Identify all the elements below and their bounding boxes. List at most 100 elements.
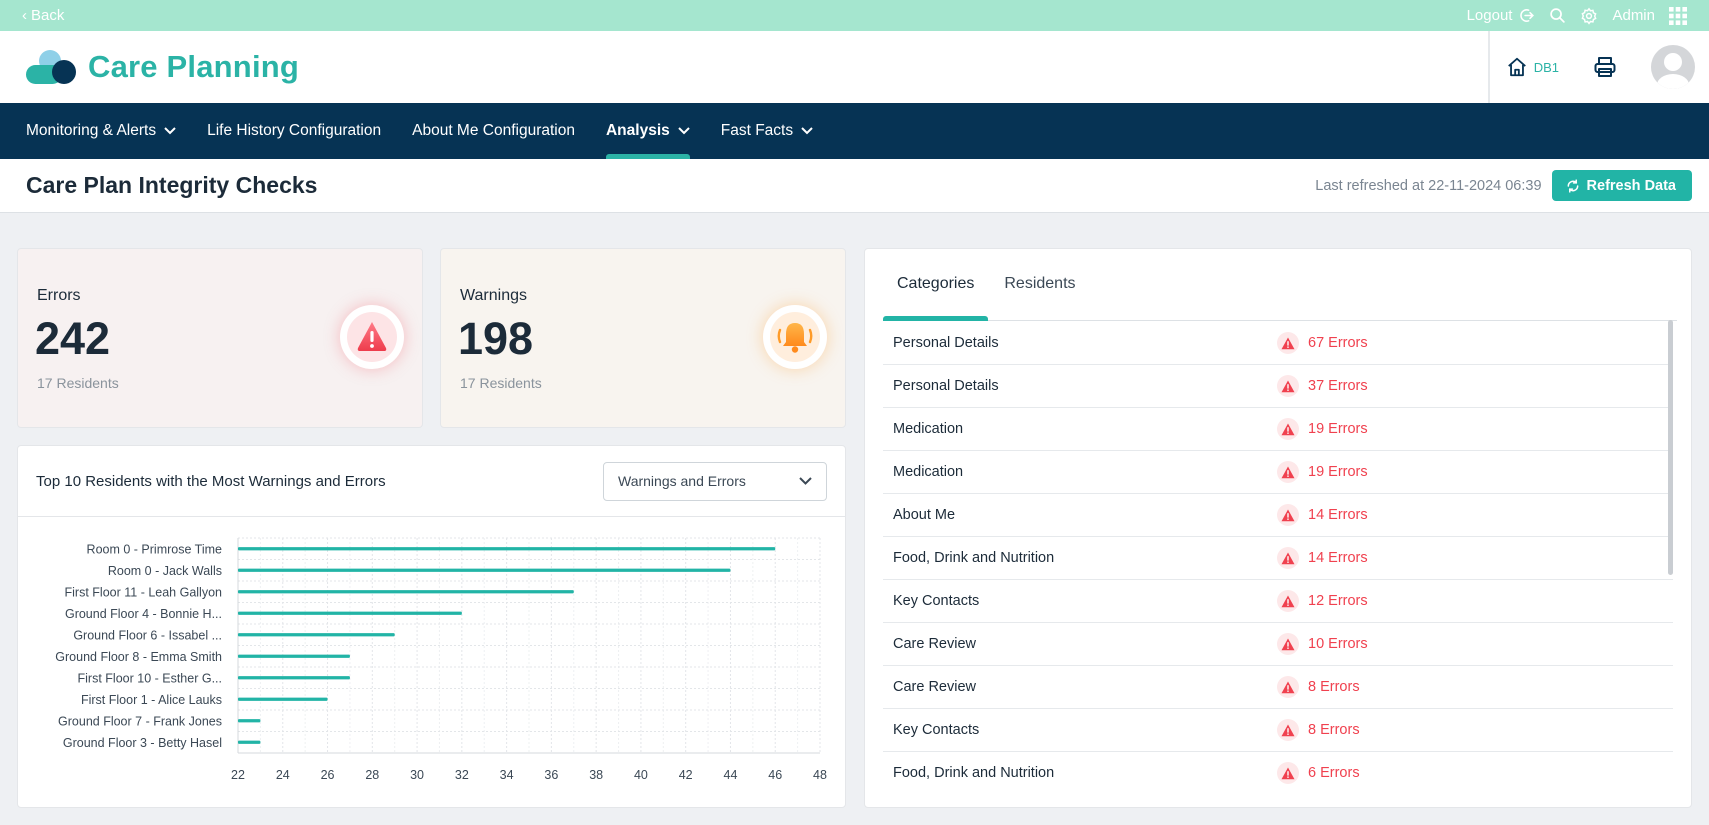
last-refreshed-text: Last refreshed at 22-11-2024 06:39 <box>1315 177 1542 194</box>
logout-link[interactable]: Logout <box>1467 7 1536 24</box>
list-item[interactable]: Key Contacts 12 Errors <box>883 580 1673 623</box>
error-count-label: 10 Errors <box>1308 636 1368 652</box>
category-label: Ground Floor 7 - Frank Jones <box>58 714 222 728</box>
brand[interactable]: Care Planning <box>26 48 299 86</box>
categories-card: Categories Residents Personal Details 67 … <box>864 248 1692 808</box>
categories-scrollbar[interactable] <box>1668 320 1673 575</box>
x-tick-label: 32 <box>455 768 469 782</box>
refresh-data-button[interactable]: Refresh Data <box>1551 170 1692 201</box>
x-tick-label: 34 <box>500 768 514 782</box>
topbar-actions: Logout Admin <box>1467 6 1687 25</box>
error-triangle-icon <box>1277 418 1299 440</box>
error-triangle-icon <box>1277 375 1299 397</box>
x-tick-label: 42 <box>679 768 693 782</box>
list-item[interactable]: Food, Drink and Nutrition 14 Errors <box>883 537 1673 580</box>
error-count-label: 19 Errors <box>1308 421 1368 437</box>
tab-residents[interactable]: Residents <box>1004 275 1076 292</box>
tab-categories[interactable]: Categories <box>883 248 989 321</box>
errors-residents: 17 Residents <box>37 375 119 391</box>
nav-label: About Me Configuration <box>412 122 575 139</box>
warnings-card[interactable]: Warnings 198 17 Residents <box>440 248 846 428</box>
x-tick-label: 30 <box>410 768 424 782</box>
search-icon[interactable] <box>1549 7 1566 24</box>
category-error-count: 19 Errors <box>1277 461 1368 483</box>
db-label: DB1 <box>1533 59 1559 75</box>
category-name: Personal Details <box>893 378 999 394</box>
logout-label: Logout <box>1466 7 1513 24</box>
bar <box>238 676 350 680</box>
error-triangle-icon <box>1277 547 1299 569</box>
chevron-down-icon <box>799 477 812 485</box>
bar <box>238 611 462 615</box>
page-title-bar: Care Plan Integrity Checks Last refreshe… <box>0 159 1709 213</box>
category-error-count: 8 Errors <box>1277 676 1360 698</box>
error-count-label: 8 Errors <box>1308 679 1360 695</box>
apps-grid-icon[interactable] <box>1669 6 1687 25</box>
chevron-down-icon <box>801 127 813 135</box>
bar <box>238 547 776 551</box>
logout-icon <box>1520 9 1535 22</box>
chart-filter-select[interactable]: Warnings and Errors <box>603 461 827 501</box>
refresh-data-label: Refresh Data <box>1586 177 1676 194</box>
list-item[interactable]: Key Contacts 8 Errors <box>883 709 1673 752</box>
categories-tabs: Categories Residents <box>883 249 1677 321</box>
list-item[interactable]: Food, Drink and Nutrition 6 Errors <box>883 752 1673 792</box>
category-error-count: 10 Errors <box>1277 633 1368 655</box>
admin-label[interactable]: Admin <box>1612 7 1655 24</box>
category-label: Ground Floor 3 - Betty Hasel <box>63 736 222 750</box>
list-item[interactable]: Care Review 10 Errors <box>883 623 1673 666</box>
category-error-count: 67 Errors <box>1277 332 1368 354</box>
bar <box>238 568 731 572</box>
categories-list: Personal Details 67 Errors Personal Detail… <box>883 322 1673 792</box>
category-error-count: 14 Errors <box>1277 547 1368 569</box>
list-item[interactable]: Medication 19 Errors <box>883 408 1673 451</box>
list-item[interactable]: Personal Details 67 Errors <box>883 322 1673 365</box>
care-planning-logo-icon <box>26 50 76 84</box>
user-avatar[interactable] <box>1651 45 1695 89</box>
nav-analysis[interactable]: Analysis <box>605 103 690 159</box>
error-triangle-icon <box>1277 633 1299 655</box>
brand-title: Care Planning <box>88 49 300 84</box>
refresh-area: Last refreshed at 22-11-2024 06:39 Refre… <box>1315 170 1692 201</box>
print-icon[interactable] <box>1593 55 1617 79</box>
list-item[interactable]: Personal Details 37 Errors <box>883 365 1673 408</box>
bar <box>238 697 328 701</box>
error-triangle-icon <box>1277 461 1299 483</box>
error-triangle-icon <box>1277 332 1299 354</box>
error-triangle-icon <box>1277 590 1299 612</box>
category-error-count: 8 Errors <box>1277 719 1360 741</box>
nav-about-me-configuration[interactable]: About Me Configuration <box>412 103 575 159</box>
errors-card[interactable]: Errors 242 17 Residents <box>17 248 423 428</box>
x-tick-label: 24 <box>276 768 290 782</box>
bar <box>238 719 261 723</box>
category-label: Ground Floor 4 - Bonnie H... <box>65 607 222 621</box>
nav-label: Monitoring & Alerts <box>26 122 157 139</box>
chart-title: Top 10 Residents with the Most Warnings … <box>36 472 386 490</box>
nav-label: Life History Configuration <box>207 122 382 139</box>
error-triangle-icon <box>1277 504 1299 526</box>
top-residents-chart-card: Top 10 Residents with the Most Warnings … <box>17 445 846 808</box>
error-triangle-icon <box>1277 719 1299 741</box>
nav-label: Fast Facts <box>720 122 794 139</box>
back-link[interactable]: ‹ Back <box>22 7 64 24</box>
category-name: Medication <box>893 421 964 437</box>
gear-icon[interactable] <box>1580 7 1598 25</box>
category-error-count: 12 Errors <box>1277 590 1368 612</box>
nav-life-history-configuration[interactable]: Life History Configuration <box>207 103 381 159</box>
nav-label: Analysis <box>605 122 670 139</box>
error-count-label: 37 Errors <box>1308 378 1368 394</box>
list-item[interactable]: About Me 14 Errors <box>883 494 1673 537</box>
nav-fast-facts[interactable]: Fast Facts <box>721 103 813 159</box>
home-db-link[interactable]: DB1 <box>1506 56 1559 78</box>
chevron-down-icon <box>164 127 176 135</box>
chevron-left-icon: ‹ <box>22 7 27 24</box>
x-tick-label: 40 <box>634 768 648 782</box>
list-item[interactable]: Care Review 8 Errors <box>883 666 1673 709</box>
list-item[interactable]: Medication 19 Errors <box>883 451 1673 494</box>
header-divider <box>1488 31 1490 103</box>
main-nav: Monitoring & Alerts Life History Configu… <box>0 103 1709 159</box>
nav-monitoring-alerts[interactable]: Monitoring & Alerts <box>26 103 176 159</box>
bar <box>238 654 350 658</box>
category-label: Room 0 - Jack Walls <box>108 564 222 578</box>
x-tick-label: 38 <box>589 768 603 782</box>
